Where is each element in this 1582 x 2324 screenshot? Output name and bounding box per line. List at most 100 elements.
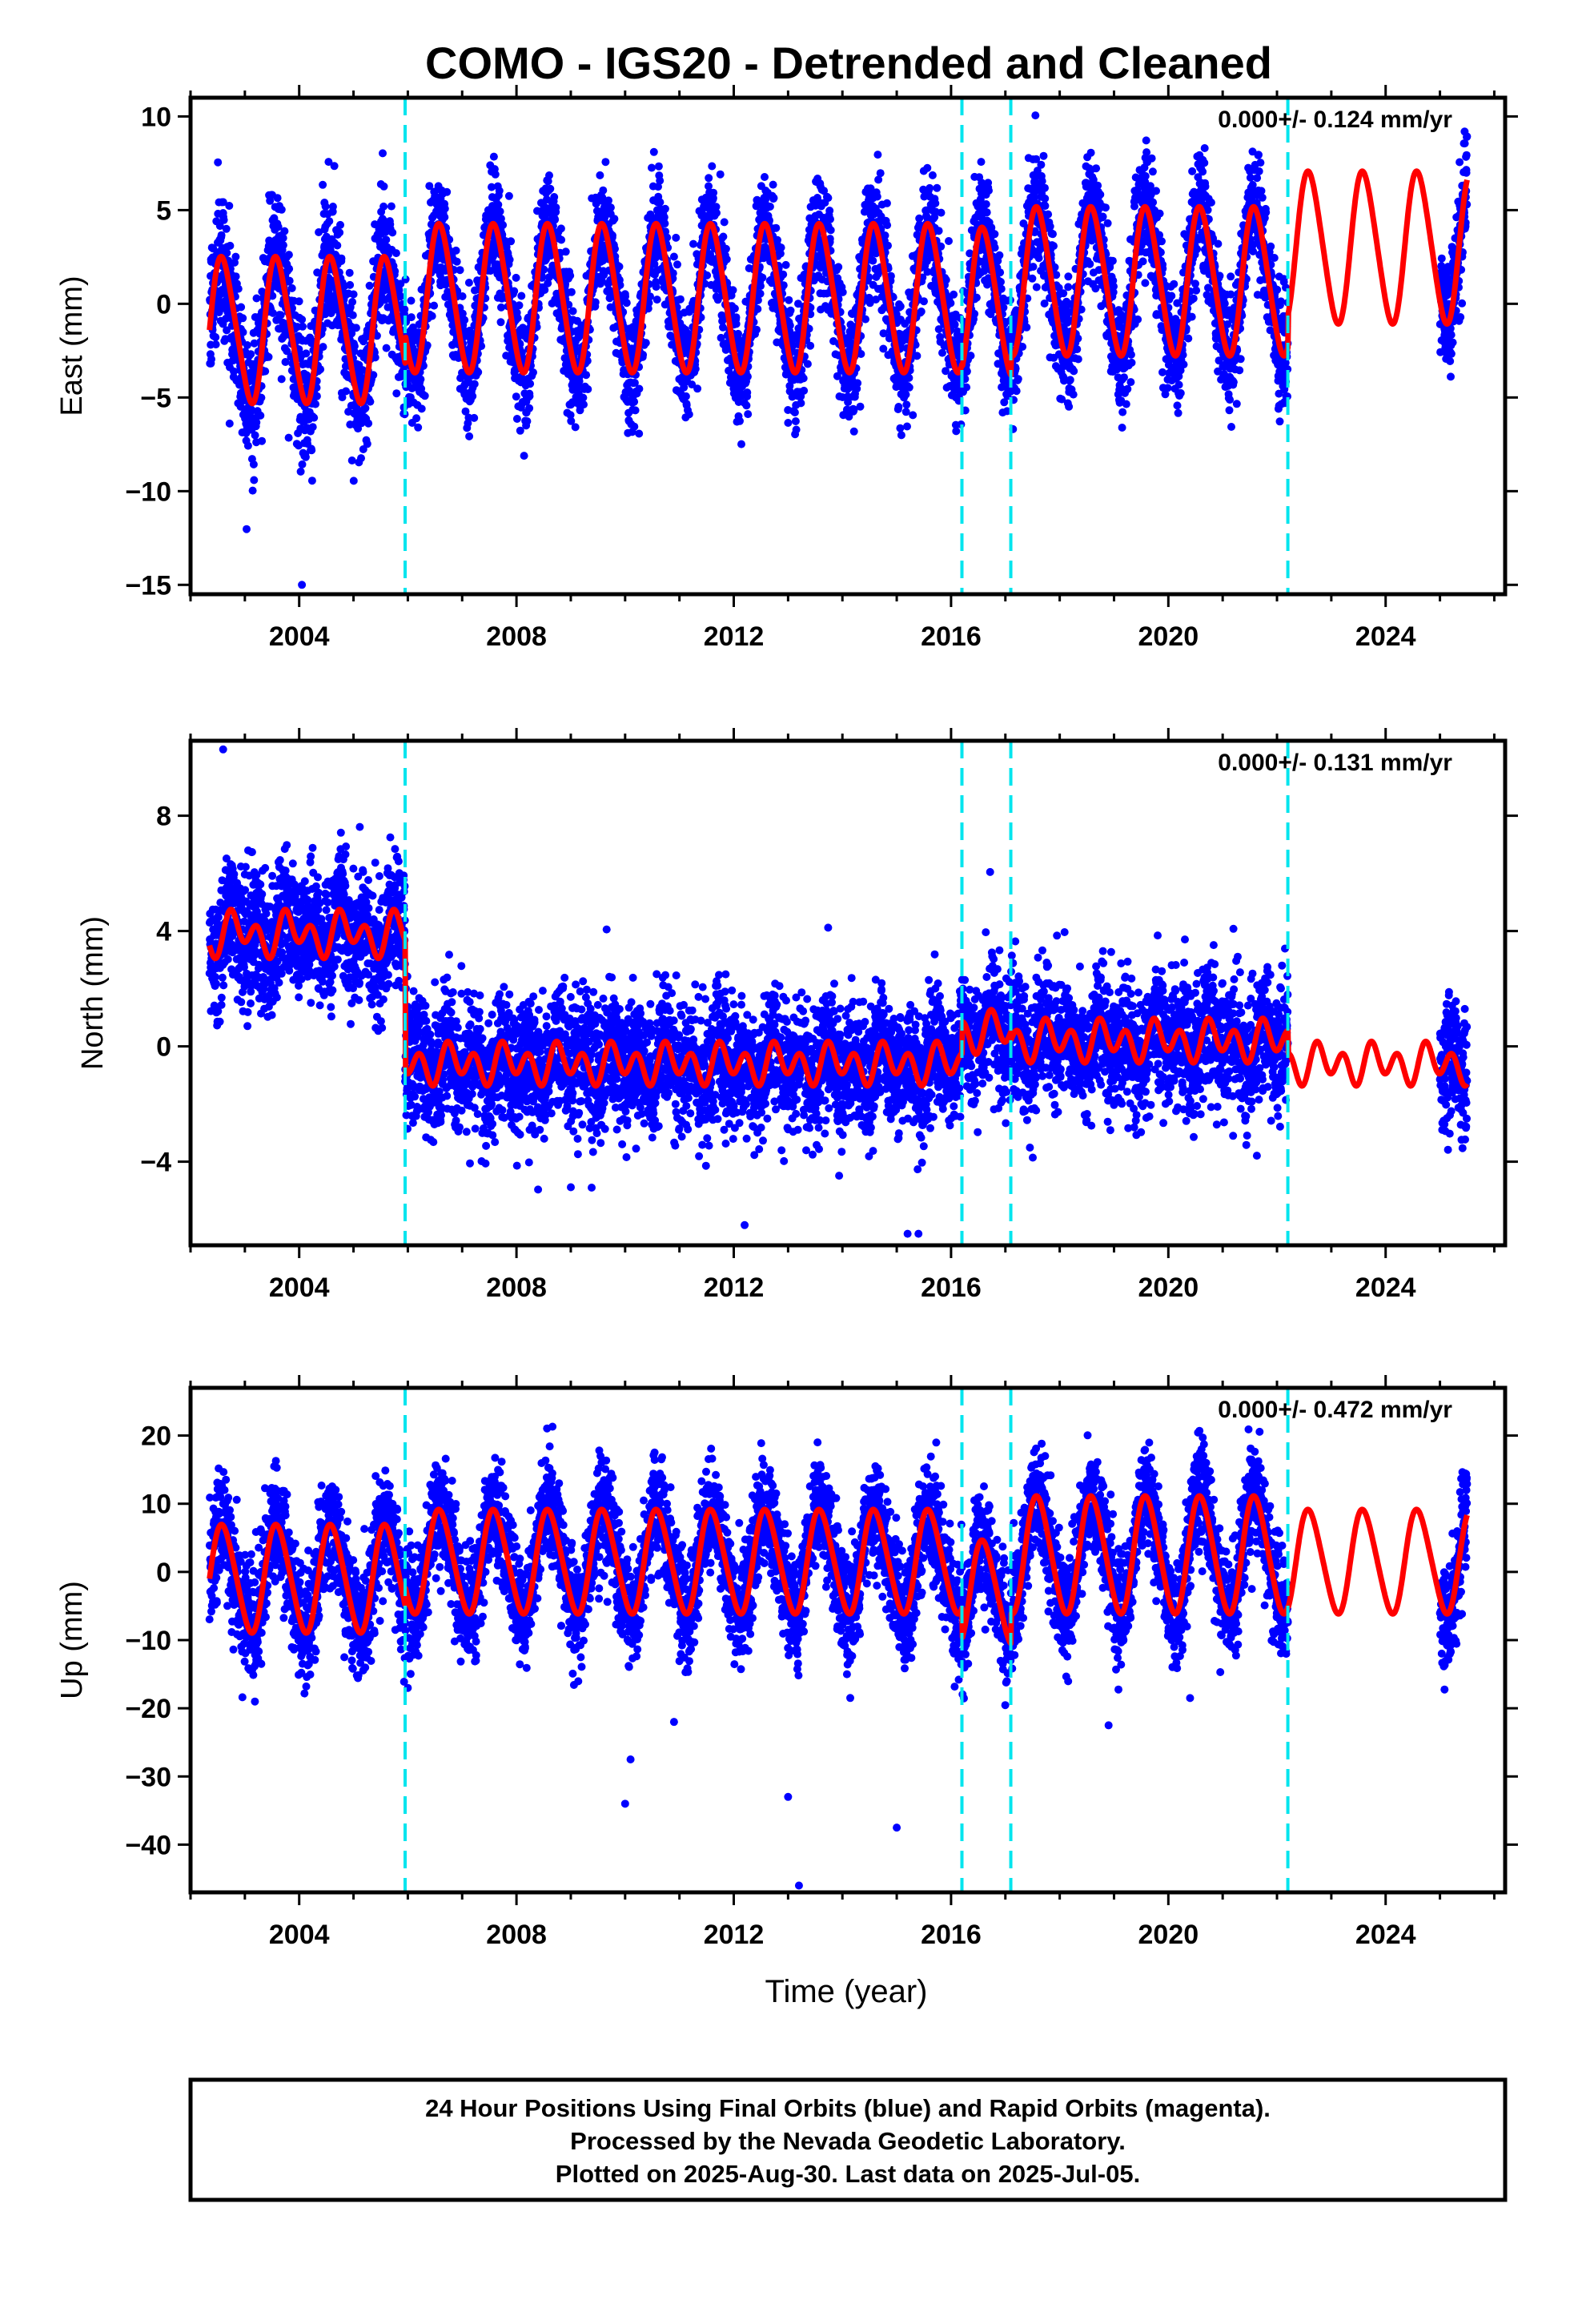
data-point (217, 231, 226, 239)
data-point (489, 152, 498, 161)
data-point (505, 255, 514, 264)
data-point (348, 311, 357, 320)
data-point (756, 289, 765, 298)
data-point (571, 423, 580, 432)
data-point (654, 162, 663, 171)
data-point (219, 198, 227, 207)
data-point (729, 286, 737, 295)
data-point (928, 171, 937, 179)
data-point (423, 341, 432, 350)
data-point (351, 324, 360, 332)
data-point (736, 416, 744, 425)
data-point (591, 298, 600, 307)
data-point (905, 373, 913, 382)
data-point (649, 147, 658, 156)
data-point (316, 365, 325, 374)
data-point (972, 293, 981, 302)
data-point (252, 294, 261, 303)
data-point (261, 367, 270, 376)
data-point (321, 310, 330, 319)
data-point (708, 162, 717, 171)
data-point (285, 276, 294, 285)
data-point (672, 233, 681, 242)
data-point (966, 352, 975, 360)
data-point (753, 325, 761, 334)
data-point (284, 251, 293, 259)
data-point (982, 208, 991, 217)
data-point (328, 203, 337, 211)
data-point (721, 244, 730, 253)
data-point (933, 183, 942, 192)
data-point (567, 287, 576, 296)
data-point (491, 170, 500, 179)
data-point (635, 429, 644, 438)
data-point (277, 205, 286, 214)
data-point (279, 234, 287, 243)
data-point (630, 397, 639, 406)
data-point (641, 339, 650, 348)
data-point (902, 400, 911, 409)
data-point (330, 162, 339, 171)
data-point (990, 230, 999, 239)
data-point (307, 476, 316, 485)
data-point (412, 414, 421, 423)
data-point (673, 260, 681, 269)
data-point (996, 268, 1005, 277)
data-point (371, 353, 379, 362)
data-point (937, 208, 946, 217)
data-point (615, 262, 624, 271)
data-point (693, 384, 702, 393)
data-point (237, 303, 246, 312)
data-point (295, 297, 303, 306)
data-point (744, 410, 753, 419)
data-point (883, 221, 892, 230)
data-point (792, 425, 801, 434)
data-point (713, 208, 721, 217)
data-point (357, 454, 365, 463)
data-point (772, 223, 781, 232)
data-point (515, 301, 524, 310)
data-point (211, 340, 220, 349)
data-point (800, 386, 809, 395)
data-point (279, 241, 287, 250)
data-point (938, 348, 946, 357)
data-point (550, 193, 559, 201)
data-point (460, 316, 469, 324)
data-point (997, 278, 1005, 286)
data-point (512, 392, 520, 401)
data-point (512, 273, 520, 282)
data-point (408, 344, 417, 352)
data-point (552, 203, 560, 212)
data-point (869, 256, 877, 265)
data-point (610, 215, 619, 223)
data-point (681, 392, 690, 400)
data-point (551, 215, 560, 224)
data-point (257, 393, 266, 402)
data-point (234, 284, 243, 293)
data-point (507, 237, 516, 246)
data-point (277, 375, 286, 384)
data-point (273, 194, 282, 203)
data-point (321, 202, 330, 211)
data-point (336, 220, 344, 229)
data-point (338, 393, 347, 402)
data-point (630, 422, 639, 431)
data-point (753, 304, 762, 313)
data-point (268, 308, 277, 317)
data-point (250, 339, 259, 348)
data-point (797, 399, 805, 408)
data-point (881, 231, 889, 239)
data-point (430, 301, 439, 310)
data-point (561, 247, 570, 256)
data-point (310, 413, 319, 422)
data-point (737, 440, 745, 448)
data-point (347, 329, 356, 338)
data-point (388, 228, 397, 237)
data-point (582, 371, 591, 380)
data-point (223, 326, 231, 335)
data-point (443, 187, 452, 196)
data-point (258, 436, 267, 445)
data-point (243, 441, 252, 450)
data-point (676, 295, 685, 304)
data-point (716, 170, 725, 179)
